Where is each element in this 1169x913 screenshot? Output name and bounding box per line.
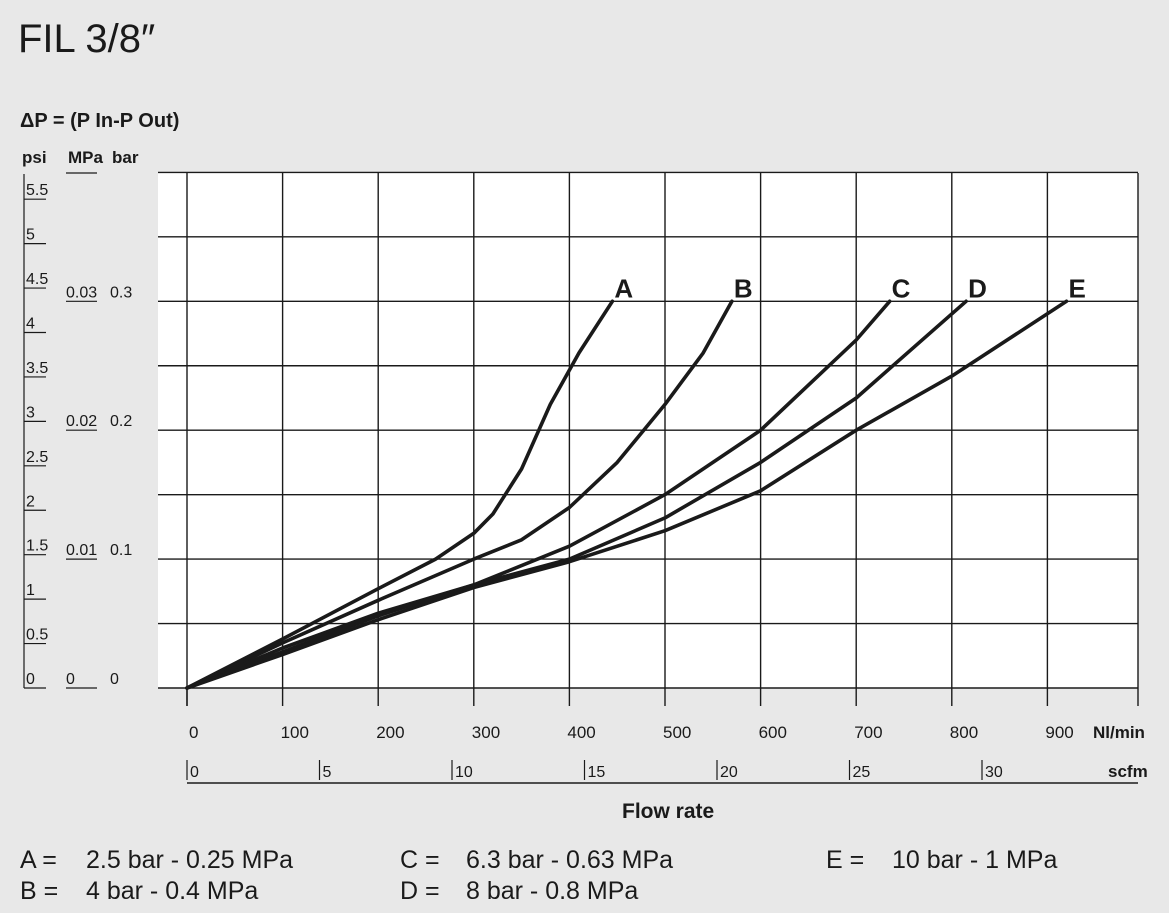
x-tick-label: 600: [759, 723, 787, 742]
psi-tick-label: 2: [26, 493, 35, 510]
x-tick-label: 700: [854, 723, 882, 742]
x-tick-label: 800: [950, 723, 978, 742]
scfm-tick-label: 30: [985, 764, 1003, 781]
psi-tick-label: 0.5: [26, 627, 48, 644]
x-tick-label: 200: [376, 723, 404, 742]
series-line-d: [185, 299, 968, 690]
x-tick-label: 0: [189, 723, 198, 742]
mpa-tick-label: 0.02: [66, 413, 97, 430]
scfm-tick-label: 0: [190, 764, 199, 781]
series-label-e: E: [1069, 273, 1086, 303]
legend-key-b: B =: [20, 877, 58, 905]
series-label-c: C: [892, 273, 911, 303]
x-tick-label: 400: [567, 723, 595, 742]
legend-text-b: 4 bar - 0.4 MPa: [86, 877, 258, 905]
legend-text-a: 2.5 bar - 0.25 MPa: [86, 846, 293, 874]
legend-key-e: E =: [826, 846, 864, 874]
x-tick-label: 300: [472, 723, 500, 742]
series-label-a: A: [614, 273, 633, 303]
bar-tick-label: 0.3: [110, 284, 132, 301]
unit-label-mpa: MPa: [68, 148, 104, 167]
x-axis-title: Flow rate: [622, 800, 714, 823]
series-line-e: [185, 299, 1069, 690]
psi-tick-label: 4: [26, 316, 35, 333]
psi-tick-label: 5.5: [26, 182, 48, 199]
mpa-tick-label: 0.01: [66, 542, 97, 559]
legend-key-a: A =: [20, 846, 57, 874]
x-tick-label: 100: [281, 723, 309, 742]
bar-tick-label: 0: [110, 671, 119, 688]
page-title: FIL 3/8″: [18, 17, 155, 61]
scfm-tick-label: 5: [323, 764, 332, 781]
unit-label-psi: psi: [22, 148, 47, 167]
scfm-tick-label: 10: [455, 764, 473, 781]
legend-key-d: D =: [400, 877, 440, 905]
psi-tick-label: 3: [26, 404, 35, 421]
series-line-b: [185, 299, 734, 690]
mpa-tick-label: 0.03: [66, 284, 97, 301]
scfm-tick-label: 25: [853, 764, 871, 781]
legend-text-e: 10 bar - 1 MPa: [892, 846, 1057, 874]
psi-tick-label: 5: [26, 227, 35, 244]
series-line-a: [185, 299, 615, 690]
series-label-b: B: [734, 273, 753, 303]
psi-tick-label: 0: [26, 671, 35, 688]
psi-tick-label: 1: [26, 582, 35, 599]
legend-key-c: C =: [400, 846, 440, 874]
x-unit-label: Nl/min: [1093, 723, 1145, 742]
x-tick-label: 500: [663, 723, 691, 742]
scfm-tick-label: 15: [588, 764, 606, 781]
psi-tick-label: 3.5: [26, 360, 48, 377]
bar-tick-label: 0.2: [110, 413, 132, 430]
series-line-c: [185, 299, 892, 690]
scfm-unit-label: scfm: [1108, 762, 1148, 781]
scfm-tick-label: 20: [720, 764, 738, 781]
psi-tick-label: 2.5: [26, 449, 48, 466]
unit-label-bar: bar: [112, 148, 139, 167]
pressure-heading: ΔP = (P In-P Out): [20, 110, 179, 132]
mpa-tick-label: 0: [66, 671, 75, 688]
psi-tick-label: 1.5: [26, 538, 48, 555]
psi-tick-label: 4.5: [26, 271, 48, 288]
legend-text-d: 8 bar - 0.8 MPa: [466, 877, 638, 905]
series-label-d: D: [968, 273, 987, 303]
bar-tick-label: 0.1: [110, 542, 132, 559]
legend-text-c: 6.3 bar - 0.63 MPa: [466, 846, 673, 874]
x-tick-label: 900: [1045, 723, 1073, 742]
